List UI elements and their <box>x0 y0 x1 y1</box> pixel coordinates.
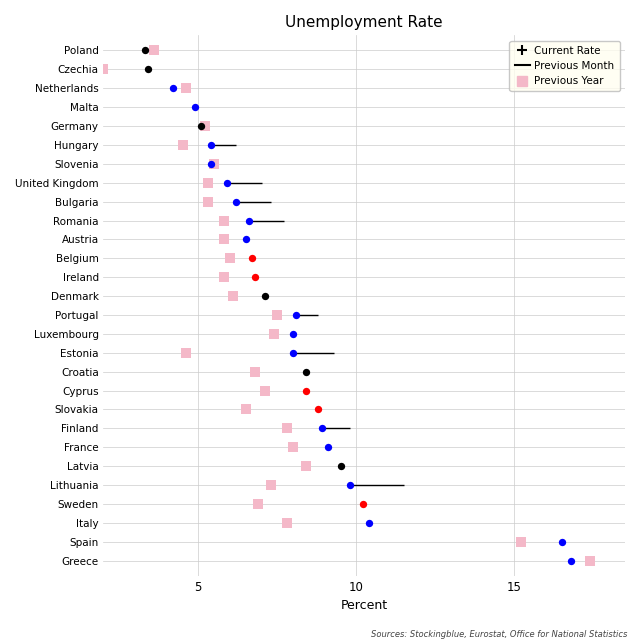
Point <box>177 140 188 150</box>
Point <box>143 64 153 74</box>
Point <box>250 272 260 282</box>
Point <box>200 121 210 131</box>
Point <box>203 178 213 188</box>
Point <box>345 480 355 490</box>
Legend: Current Rate, Previous Month, Previous Year: Current Rate, Previous Month, Previous Y… <box>509 40 620 92</box>
Point <box>203 196 213 207</box>
Point <box>269 329 279 339</box>
Point <box>323 442 333 452</box>
Point <box>247 253 257 264</box>
Point <box>218 216 228 226</box>
Point <box>149 45 159 56</box>
Point <box>335 461 346 471</box>
Point <box>557 537 567 547</box>
Point <box>99 64 109 74</box>
Point <box>241 234 251 244</box>
Point <box>225 253 235 264</box>
Point <box>282 518 292 528</box>
Point <box>180 83 191 93</box>
Point <box>266 480 276 490</box>
Point <box>516 537 526 547</box>
Point <box>260 385 270 396</box>
Point <box>585 556 595 566</box>
Point <box>301 461 311 471</box>
X-axis label: Percent: Percent <box>340 599 388 612</box>
Point <box>206 140 216 150</box>
Title: Unemployment Rate: Unemployment Rate <box>285 15 443 30</box>
Point <box>228 291 238 301</box>
Point <box>196 121 207 131</box>
Point <box>253 499 264 509</box>
Point <box>250 367 260 377</box>
Point <box>301 367 311 377</box>
Point <box>314 404 324 415</box>
Point <box>316 423 326 433</box>
Point <box>190 102 200 112</box>
Point <box>241 404 251 415</box>
Point <box>206 159 216 169</box>
Point <box>288 442 298 452</box>
Point <box>291 310 301 320</box>
Point <box>221 178 232 188</box>
Point <box>272 310 282 320</box>
Point <box>180 348 191 358</box>
Point <box>566 556 577 566</box>
Point <box>288 329 298 339</box>
Point <box>288 348 298 358</box>
Point <box>168 83 178 93</box>
Point <box>244 216 254 226</box>
Point <box>301 385 311 396</box>
Point <box>218 272 228 282</box>
Point <box>231 196 241 207</box>
Point <box>364 518 374 528</box>
Point <box>218 234 228 244</box>
Point <box>209 159 220 169</box>
Point <box>260 291 270 301</box>
Text: Sources: Stockingblue, Eurostat, Office for National Statistics: Sources: Stockingblue, Eurostat, Office … <box>371 630 627 639</box>
Point <box>140 45 150 56</box>
Point <box>282 423 292 433</box>
Point <box>358 499 368 509</box>
